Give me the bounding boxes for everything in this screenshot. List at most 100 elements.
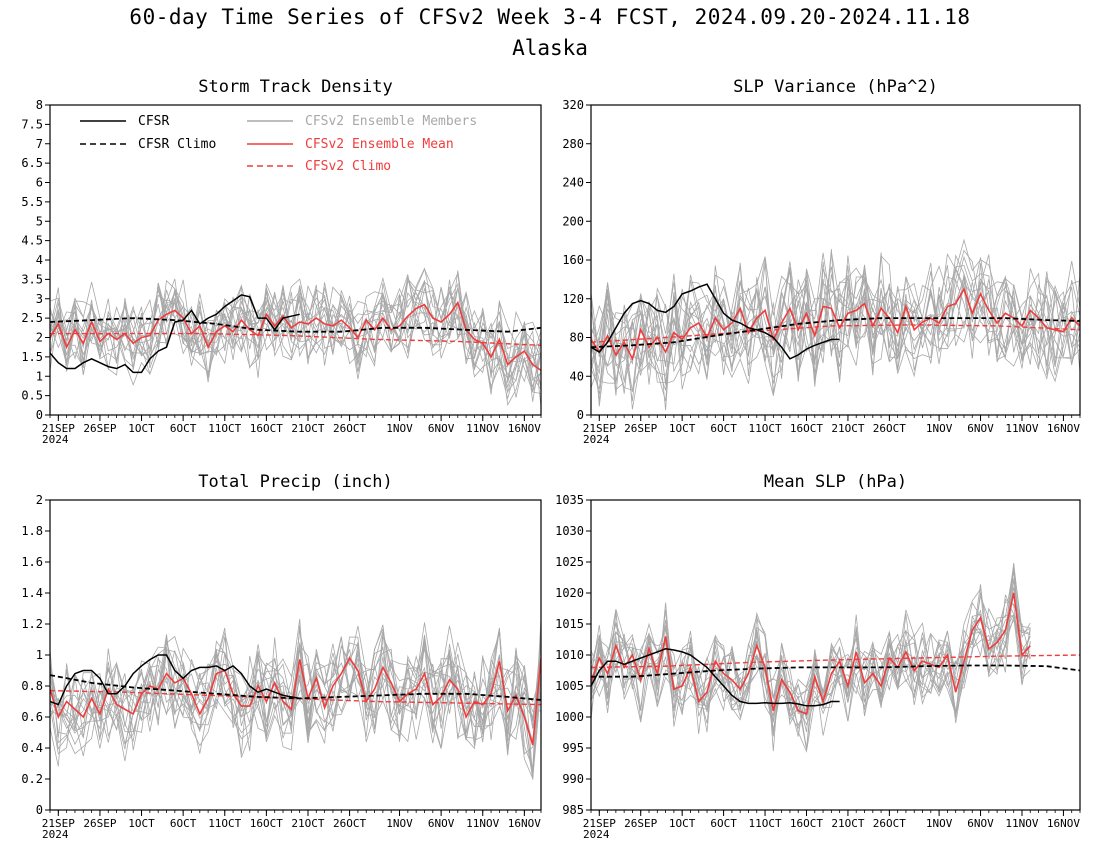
x-tick-label: 26OCT [873,817,906,830]
ensemble-member-line [591,249,1080,394]
ensemble-member-line [50,637,541,767]
y-tick-label: 0.4 [21,741,43,755]
x-tick-label: 16NOV [508,422,541,435]
y-tick-label: 6 [36,176,43,190]
x-tick-label: 11OCT [748,817,781,830]
x-tick-label: 1OCT [669,422,696,435]
y-tick-label: 1035 [555,493,584,507]
y-tick-label: 3.5 [21,272,43,286]
ensemble-member-line [50,286,541,390]
y-tick-label: 1.6 [21,555,43,569]
y-tick-label: 1.2 [21,617,43,631]
legend-label: CFSR [138,114,169,129]
x-tick-label: 1NOV [926,422,953,435]
y-tick-label: 1025 [555,555,584,569]
y-tick-label: 7 [36,137,43,151]
plot-area [50,267,541,408]
y-tick-label: 1015 [555,617,584,631]
y-tick-label: 0.8 [21,679,43,693]
x-tick-label: 6NOV [967,422,994,435]
ensemble-member-line [591,584,1031,735]
x-tick-label: 21OCT [291,817,324,830]
cfsr-climo-line [591,317,1080,349]
y-tick-label: 0.5 [21,389,43,403]
x-tick-label: 26OCT [333,817,366,830]
y-tick-label: 985 [562,803,584,817]
y-tick-label: 0.2 [21,772,43,786]
chart-panel-3: Total Precip (inch) 0 0.2 0.4 0.6 0.8 1 1.2 1.4 1… [21,472,542,841]
y-tick-label: 160 [562,253,584,267]
y-tick-label: 0 [577,408,584,422]
y-tick-label: 40 [570,369,584,383]
panel-title: Total Precip (inch) [198,472,392,492]
y-tick-label: 1000 [555,710,584,724]
panel-title: Mean SLP (hPa) [764,472,907,492]
chart-panel-4: Mean SLP (hPa) 985 990 995 1000 1005 1010 1015 1… [555,472,1081,841]
y-tick-label: 5 [36,214,43,228]
figure-title: 60-day Time Series of CFSv2 Week 3-4 FCS… [129,5,971,29]
x-tick-label: 1OCT [128,817,155,830]
cfsv2-climo-line [591,324,1080,343]
x-tick-label: 6OCT [710,817,737,830]
x-tick-label: 21SEP [42,817,75,830]
y-tick-label: 120 [562,292,584,306]
ensemble-mean-line [591,287,1080,362]
cfsr-line [591,648,840,707]
ensemble-member-line [50,279,541,394]
y-tick-label: 2 [36,493,43,507]
x-tick-label: 16NOV [1047,422,1080,435]
x-tick-label: 26SEP [624,422,657,435]
plot-frame [590,104,1081,416]
y-tick-label: 2.5 [21,311,43,325]
y-tick-label: 1020 [555,586,584,600]
x-tick-label: 1OCT [669,817,696,830]
y-tick-label: 5.5 [21,195,43,209]
ensemble-member-line [50,282,541,407]
x-tick-label: 16OCT [790,422,823,435]
ensemble-member-line [591,265,1080,384]
y-tick-label: 8 [36,98,43,112]
ensemble-member-line [50,624,541,771]
x-tick-label: 16OCT [250,817,283,830]
panel-title: SLP Variance (hPa^2) [733,77,938,97]
x-tick-label: 11OCT [208,817,241,830]
x-tick-label: 26OCT [333,422,366,435]
y-tick-label: 1 [36,648,43,662]
x-tick-label: 11NOV [466,817,499,830]
ensemble-mean-line [591,592,1031,715]
y-tick-label: 3 [36,292,43,306]
panel-title: Storm Track Density [198,77,392,97]
x-tick-label: 6NOV [428,422,455,435]
x-tick-label: 26SEP [83,422,116,435]
x-tick-label: 6NOV [428,817,455,830]
x-tick-label: 11NOV [1005,817,1038,830]
x-year-label: 2024 [583,828,610,841]
y-tick-label: 200 [562,214,584,228]
y-tick-label: 1.4 [21,586,43,600]
ensemble-mean-line [50,300,541,372]
x-tick-label: 26SEP [624,817,657,830]
ensemble-member-line [591,238,1080,387]
legend-label: CFSv2 Ensemble Members [305,114,477,129]
y-tick-label: 4.5 [21,234,43,248]
ensemble-member-line [591,564,1031,749]
x-tick-label: 26OCT [873,422,906,435]
legend-label: CFSv2 Climo [305,159,391,174]
y-tick-label: 995 [562,741,584,755]
x-tick-label: 21SEP [42,422,75,435]
x-tick-label: 6OCT [170,817,197,830]
x-tick-label: 6OCT [170,422,197,435]
chart-legend: CFSR CFSR Climo CFSv2 Ensemble Members CFSv… [80,114,477,174]
x-tick-label: 21OCT [291,422,324,435]
cfsr-climo-line [50,317,541,333]
x-tick-label: 1NOV [386,817,413,830]
y-tick-label: 990 [562,772,584,786]
x-tick-label: 16NOV [508,817,541,830]
x-tick-label: 21SEP [583,422,616,435]
x-tick-label: 11NOV [466,422,499,435]
y-tick-label: 240 [562,176,584,190]
x-tick-label: 6OCT [710,422,737,435]
ensemble-member-line [50,277,541,393]
x-tick-label: 11OCT [208,422,241,435]
